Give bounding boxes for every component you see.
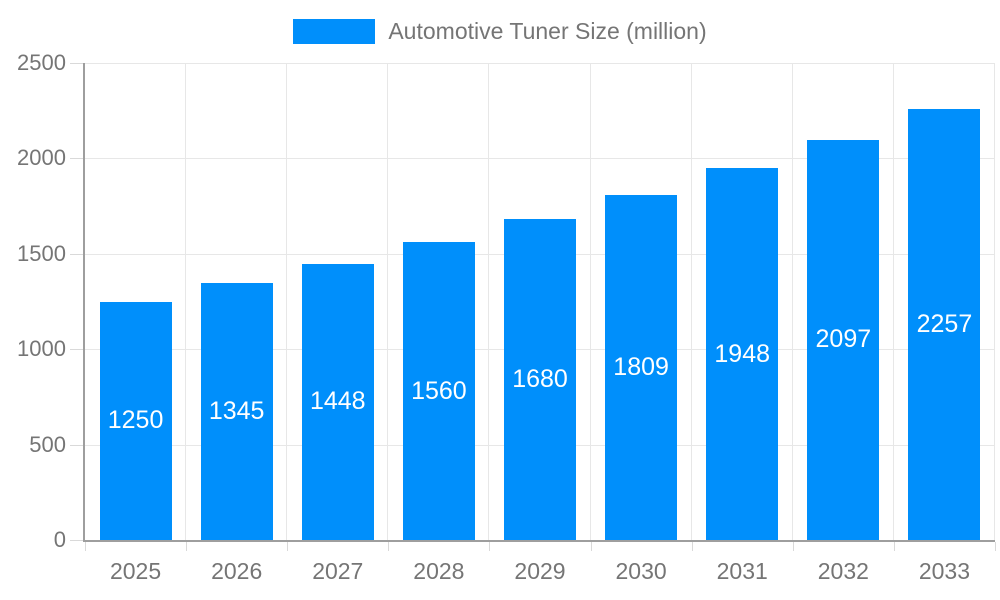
- x-axis-tick: [489, 542, 491, 551]
- bar-2032: 2097: [807, 139, 880, 540]
- y-axis-tick: [70, 444, 83, 446]
- bar-value-label: 2257: [916, 310, 973, 339]
- x-axis-tick-label: 2028: [413, 558, 465, 584]
- bar-value-label: 1560: [411, 376, 467, 405]
- x-axis-tick-label: 2026: [211, 558, 263, 584]
- bar-2027: 1448: [301, 263, 374, 540]
- x-axis-tick: [287, 542, 289, 551]
- bar-value-label: 1809: [613, 352, 669, 381]
- bar-2028: 1560: [402, 242, 475, 540]
- bar-value-label: 1345: [208, 397, 265, 426]
- gridline-horizontal: [85, 158, 995, 160]
- x-axis-tick: [792, 542, 794, 551]
- x-axis-line: [83, 540, 995, 542]
- plot-area: 1250 1345 1448 1560 1680 1809 1948 2097 2257: [85, 63, 995, 540]
- y-axis-line: [83, 63, 85, 542]
- bar-2026: 1345: [200, 283, 273, 540]
- y-axis-tick-label: 2000: [17, 145, 66, 171]
- gridline-vertical: [488, 63, 490, 540]
- y-axis-tick: [70, 349, 83, 351]
- x-axis-tick-label: 2029: [514, 558, 566, 584]
- gridline-vertical: [387, 63, 389, 540]
- x-axis-tick: [995, 542, 996, 551]
- x-axis-tick: [590, 542, 592, 551]
- x-axis-tick-label: 2032: [817, 558, 869, 584]
- x-axis-tick-label: 2030: [615, 558, 667, 584]
- x-axis-tick-label: 2031: [716, 558, 768, 584]
- y-axis-tick: [70, 540, 83, 541]
- bar-2030: 1809: [605, 194, 678, 540]
- bar-value-label: 1448: [309, 387, 366, 416]
- x-axis-tick: [388, 542, 390, 551]
- x-axis-tick-label: 2025: [109, 558, 162, 584]
- gridline-vertical: [690, 63, 692, 540]
- bar-2031: 1948: [706, 168, 779, 540]
- y-axis-tick: [70, 63, 83, 64]
- bar-value-label: 1680: [512, 365, 568, 394]
- bar-2029: 1680: [504, 219, 576, 540]
- bar-value-label: 2097: [815, 325, 872, 354]
- gridline-vertical: [589, 63, 591, 540]
- x-axis-tick-label: 2027: [312, 558, 364, 584]
- gridline-vertical: [994, 63, 995, 540]
- bar-2033: 2257: [908, 109, 981, 540]
- y-axis-tick: [70, 253, 83, 255]
- y-axis-tick-label: 1500: [17, 240, 66, 266]
- gridline-vertical: [791, 63, 793, 540]
- y-axis-tick-label: 1000: [17, 336, 66, 362]
- legend-label: Automotive Tuner Size (million): [388, 18, 707, 44]
- gridline-horizontal: [85, 63, 995, 64]
- gridline-vertical: [286, 63, 288, 540]
- legend-swatch: [293, 19, 376, 44]
- x-axis-tick: [186, 542, 188, 551]
- x-axis-tick: [85, 542, 86, 551]
- bar-2025: 1250: [99, 301, 172, 540]
- legend-item[interactable]: Automotive Tuner Size (million): [0, 18, 1000, 45]
- x-axis-tick-label: 2033: [918, 558, 971, 584]
- gridline-vertical: [892, 63, 894, 540]
- bar-value-label: 1948: [714, 339, 771, 368]
- y-axis-tick-label: 0: [53, 527, 66, 552]
- x-axis-tick: [893, 542, 895, 551]
- y-axis-tick-label: 500: [29, 431, 66, 457]
- bar-value-label: 1250: [107, 406, 164, 435]
- x-axis-tick: [691, 542, 693, 551]
- y-axis-tick-label: 2500: [17, 50, 66, 75]
- gridline-vertical: [185, 63, 187, 540]
- y-axis-tick: [70, 158, 83, 160]
